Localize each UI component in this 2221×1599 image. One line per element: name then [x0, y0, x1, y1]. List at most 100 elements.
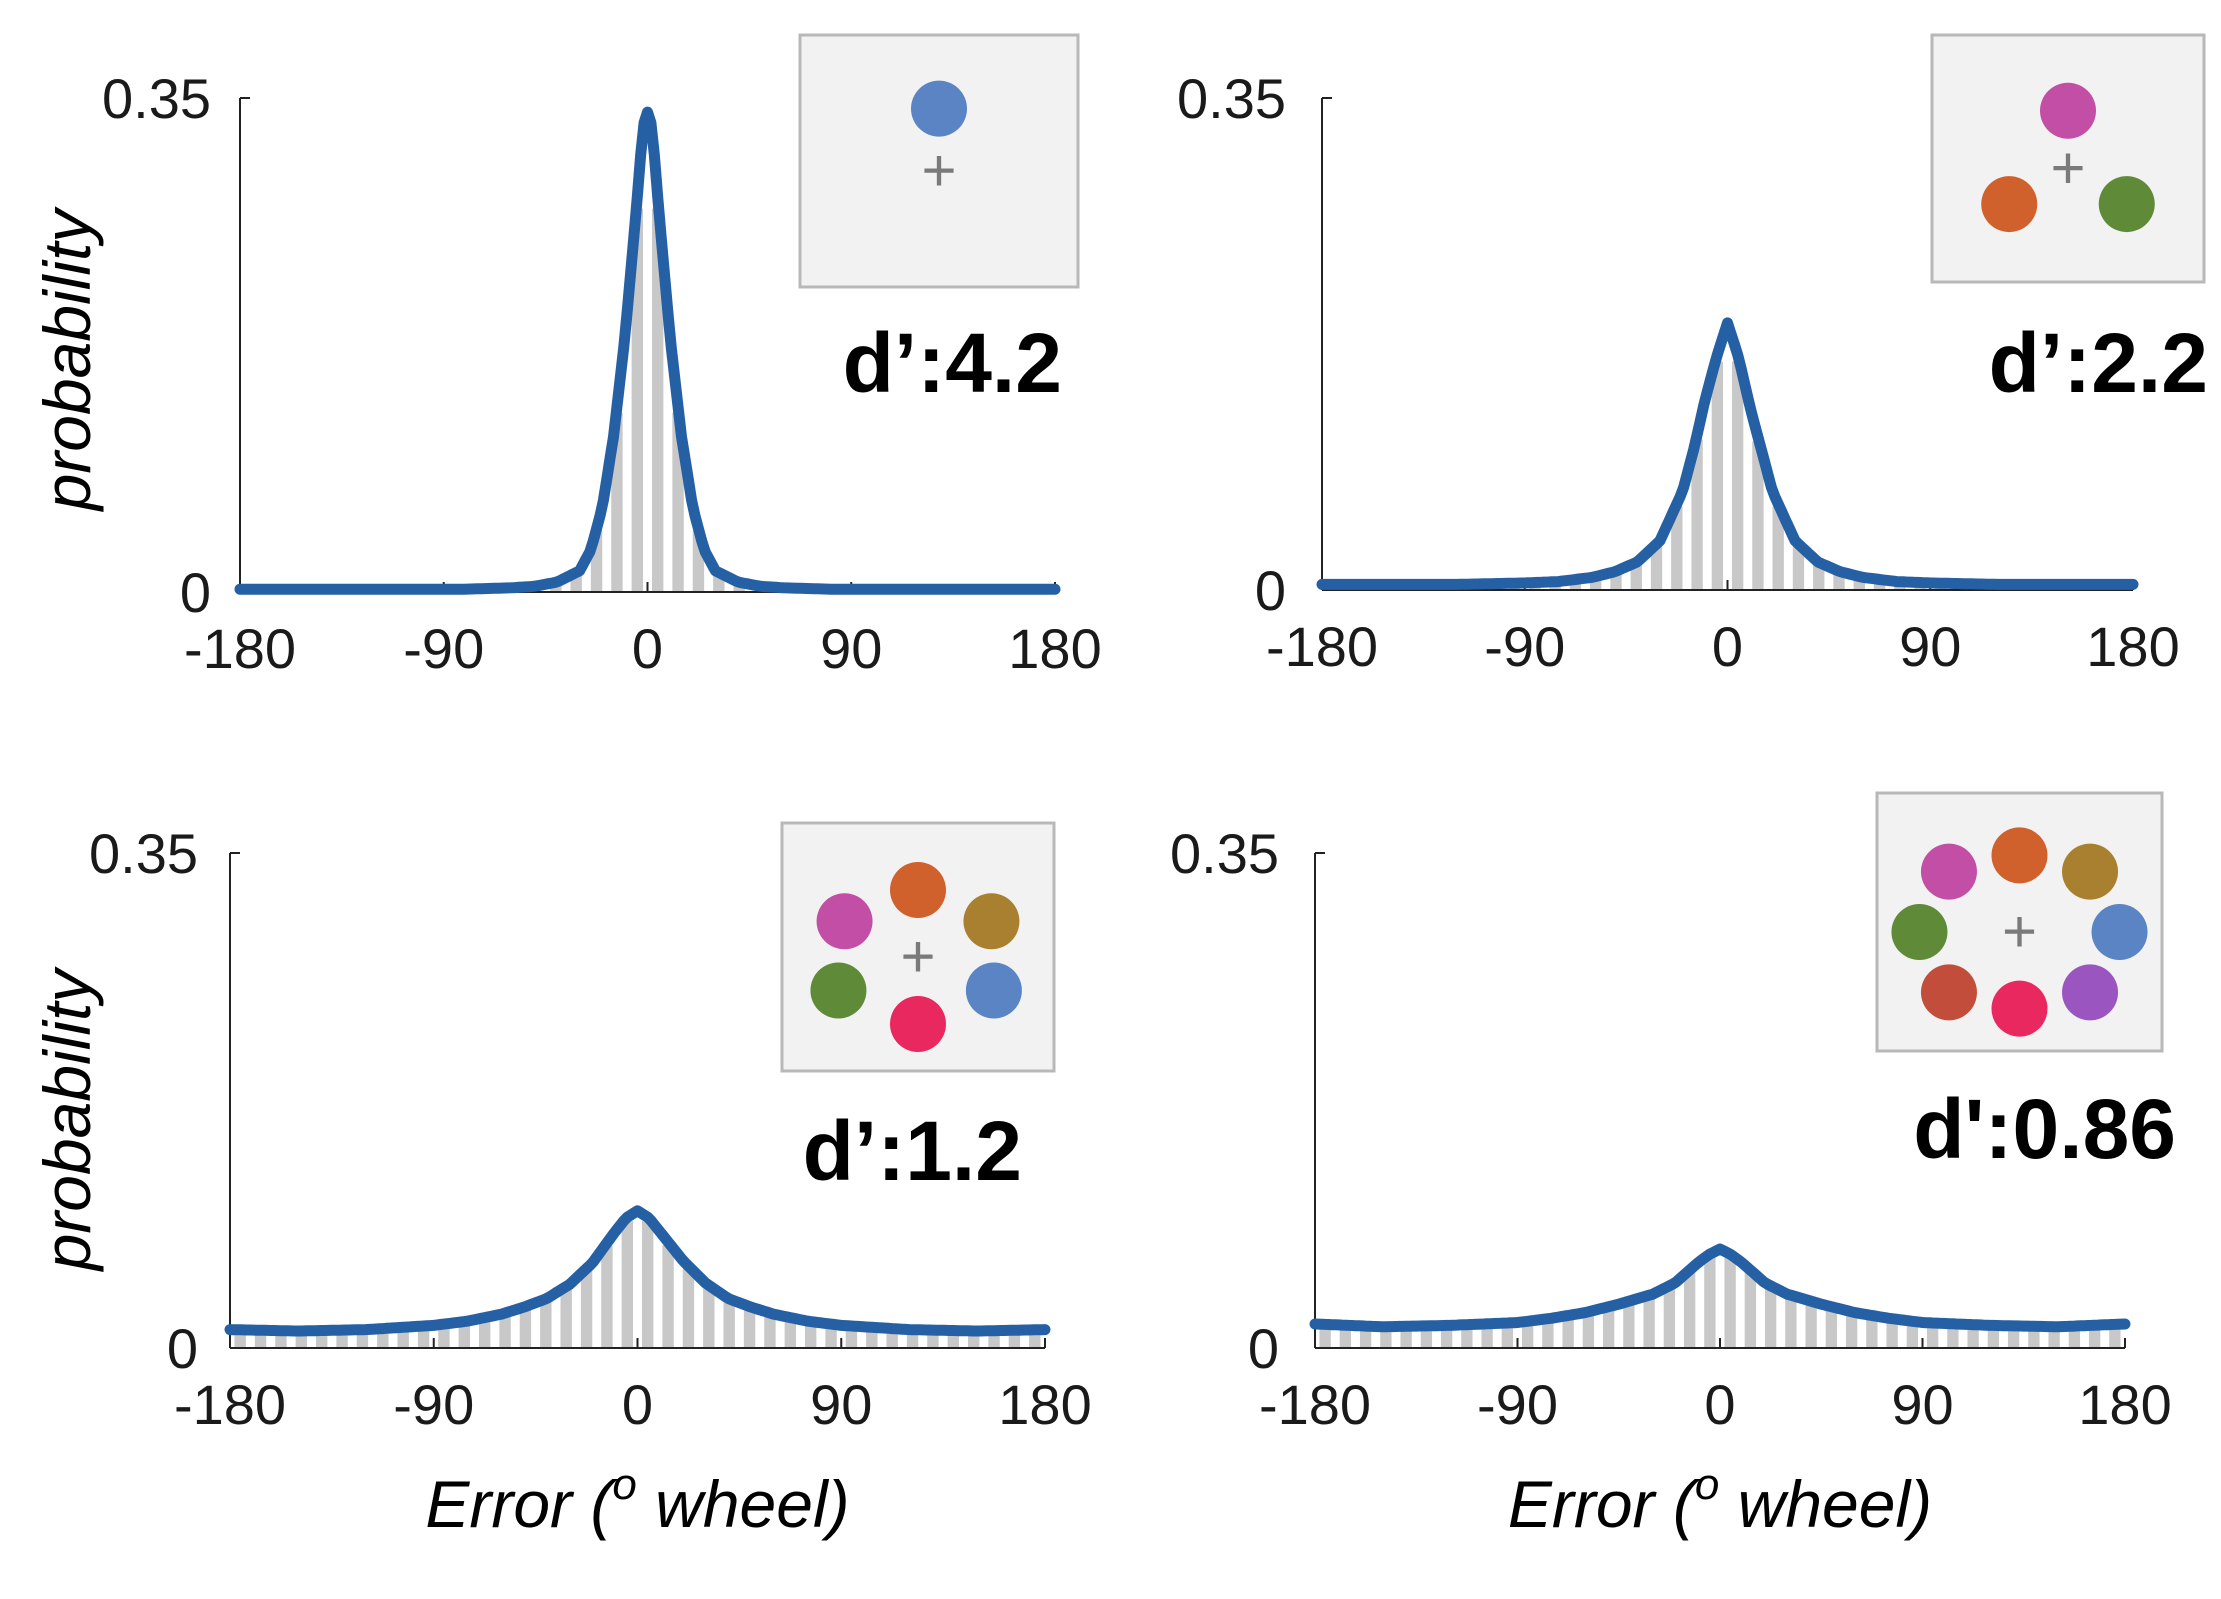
- histogram-bar: [377, 1329, 389, 1348]
- color-disk: [810, 962, 867, 1019]
- histogram-bar: [336, 1330, 348, 1348]
- x-tick-label: -180: [1266, 615, 1378, 678]
- histogram-bars: [234, 1221, 1041, 1348]
- model-fit-curve: [234, 106, 1061, 595]
- color-disk: [963, 893, 1020, 950]
- histogram-bar: [1542, 1319, 1554, 1348]
- histogram-bar: [967, 1331, 980, 1348]
- histogram-bar: [866, 1327, 878, 1348]
- y-tick-label: 0.35: [1170, 822, 1279, 885]
- histogram-bar: [1866, 1316, 1878, 1348]
- dprime-label: d’:4.2: [843, 316, 1062, 410]
- x-tick-label: 180: [998, 1373, 1091, 1436]
- y-axis-label: probability: [30, 966, 104, 1273]
- histogram-bar: [1813, 563, 1825, 590]
- histogram-bar: [713, 573, 725, 592]
- histogram-bar: [2028, 1326, 2040, 1348]
- histogram-bar: [601, 1246, 613, 1348]
- model-fit-curve: [1309, 1243, 2131, 1333]
- histogram-bar: [692, 530, 705, 592]
- histogram-bar: [499, 1314, 511, 1348]
- x-tick-label: 180: [2078, 1373, 2171, 1436]
- histogram-bar: [1440, 1326, 1453, 1348]
- color-disk: [1920, 843, 1977, 900]
- histogram-bar: [275, 1331, 287, 1348]
- histogram-bar: [988, 1331, 1000, 1348]
- color-disk: [911, 80, 967, 137]
- histogram-bar: [1926, 1323, 1939, 1348]
- y-tick-label: 0.35: [1177, 67, 1286, 130]
- x-tick-label: 0: [1712, 615, 1743, 678]
- inset-background: [1930, 33, 2206, 284]
- histogram-bar: [580, 1270, 593, 1348]
- histogram-bar: [1683, 1272, 1696, 1348]
- histogram-bar: [804, 1322, 817, 1348]
- color-disk: [816, 893, 873, 950]
- y-tick-label: 0.35: [89, 822, 198, 885]
- x-tick-label: 90: [1891, 1373, 1953, 1436]
- histogram-bar: [1724, 1256, 1736, 1348]
- histogram-bar: [1833, 571, 1845, 590]
- axes: -180 -90 0 90 180 0 0.35: [89, 822, 1092, 1436]
- histogram-bar: [1590, 576, 1602, 590]
- histogram-bar: [356, 1330, 369, 1348]
- histogram-bar: [886, 1329, 898, 1348]
- histogram-bar: [1339, 1325, 1352, 1348]
- color-disk: [2091, 904, 2148, 960]
- histogram-bar: [540, 1300, 552, 1348]
- histogram-bar: [764, 1314, 776, 1348]
- y-tick-label: 0: [1248, 1317, 1279, 1380]
- x-tick-label: -180: [174, 1373, 286, 1436]
- stimulus-inset: +: [780, 821, 1056, 1073]
- color-disk: [2040, 82, 2096, 139]
- histogram-bar: [570, 573, 582, 592]
- histogram-bar: [590, 530, 603, 592]
- histogram-bar: [1772, 506, 1784, 590]
- histogram-bar: [254, 1330, 267, 1348]
- histogram-bar: [438, 1324, 450, 1348]
- histogram-bar: [397, 1327, 409, 1348]
- color-disk: [1891, 904, 1948, 960]
- histogram-bar: [1792, 545, 1805, 590]
- histogram-bar: [1610, 571, 1622, 590]
- histogram-bar: [1643, 1296, 1655, 1348]
- chart-panel-1: -180 -90 0 90 180 0 0.35 probability + d’:4.2: [30, 33, 1102, 680]
- x-tick-label: 90: [810, 1373, 872, 1436]
- histogram-bar: [295, 1331, 308, 1348]
- histogram-bar: [1663, 1287, 1676, 1348]
- histogram-bar: [1825, 1307, 1838, 1348]
- fixation-cross: +: [2002, 898, 2037, 965]
- histogram-bar: [1731, 361, 1744, 590]
- histogram-bar: [723, 1300, 735, 1348]
- histogram-bar: [1744, 1272, 1757, 1348]
- fixation-cross: +: [900, 923, 935, 990]
- histogram-bar: [672, 412, 684, 592]
- histogram-bar: [2068, 1326, 2081, 1348]
- histogram-bar: [478, 1318, 491, 1348]
- histogram-bar: [1029, 1330, 1041, 1348]
- histogram-bar: [1008, 1330, 1021, 1348]
- histogram-bar: [1987, 1326, 2000, 1348]
- x-tick-label: -180: [184, 617, 296, 680]
- inset-background: [798, 33, 1080, 289]
- chart-panel-4: -180 -90 0 90 180 0 0.35 Error (o wheel) + d':0.8…: [1170, 791, 2176, 1541]
- x-tick-label: -90: [393, 1373, 474, 1436]
- y-tick-label: 0.35: [102, 67, 211, 130]
- histogram-bar: [2048, 1327, 2060, 1348]
- histogram-bar: [1704, 1256, 1716, 1348]
- axes: -180 -90 0 90 180 0 0.35: [102, 67, 1102, 680]
- histogram-bar: [1582, 1312, 1595, 1348]
- color-disk: [1981, 176, 2038, 233]
- histogram-bar: [1764, 1287, 1777, 1348]
- x-tick-label: -90: [403, 617, 484, 680]
- histogram-bar: [611, 412, 623, 592]
- fixation-cross: +: [2050, 135, 2085, 202]
- model-fit-curve: [224, 1205, 1051, 1337]
- color-disk: [965, 962, 1022, 1019]
- histogram-bar: [458, 1322, 471, 1348]
- histogram-bar: [1785, 1296, 1797, 1348]
- histogram-bars: [1319, 1256, 2121, 1348]
- histogram-bar: [1630, 563, 1642, 590]
- x-tick-label: 0: [1704, 1373, 1735, 1436]
- color-disk: [1991, 827, 2048, 884]
